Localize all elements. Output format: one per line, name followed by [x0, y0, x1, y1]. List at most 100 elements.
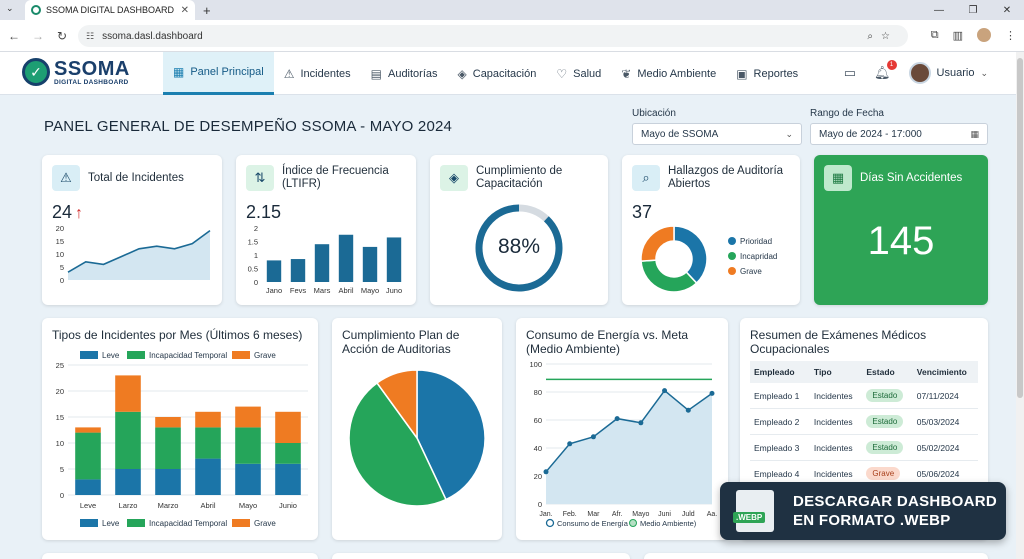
- user-avatar[interactable]: [908, 62, 931, 84]
- clipboard-icon: ▤: [370, 66, 382, 81]
- x-tick-label: Afr.: [612, 511, 623, 518]
- calendar-icon: ▦: [824, 165, 852, 191]
- data-point: [638, 420, 644, 426]
- bar: [338, 234, 354, 282]
- legend-label: Grave: [254, 519, 276, 528]
- browser-tab-bar: ⌄ SSOMA DIGITAL DASHBOARD ✕ + — ❐ ✕: [0, 0, 1024, 20]
- profile-avatar[interactable]: [977, 28, 991, 42]
- location-select[interactable]: Mayo de SSOMA ⌄: [632, 123, 802, 145]
- legend-swatch: [545, 518, 555, 528]
- nav-salud[interactable]: ♡ Salud: [546, 52, 611, 95]
- nav-reportes[interactable]: ▣ Reportes: [726, 52, 808, 95]
- bar-segment: [275, 443, 301, 464]
- legend-label: Leve: [102, 351, 120, 360]
- kpi-ltifr-card[interactable]: ⇅ Índice de Frecuencia (LTIFR) 2.15 0 0.5 1…: [236, 155, 416, 305]
- bar-segment: [195, 458, 221, 495]
- tab-list-icon[interactable]: ⌄: [6, 3, 14, 13]
- sidepanel-icon[interactable]: ▥: [952, 29, 963, 42]
- y-tick-label: 40: [534, 444, 542, 453]
- graduation-cap-icon: ◈: [457, 66, 467, 81]
- close-window-icon[interactable]: ✕: [1002, 4, 1012, 16]
- chat-icon[interactable]: ▭: [843, 65, 857, 80]
- legend-label: Incapridad: [740, 252, 777, 261]
- y-tick-label: 20: [56, 387, 64, 396]
- nav-capacitacion[interactable]: ◈ Capacitación: [448, 52, 547, 95]
- scrollbar[interactable]: [1016, 52, 1024, 559]
- kpi-value: 37: [632, 202, 653, 222]
- data-point: [543, 469, 549, 475]
- y-tick-label: 20: [534, 472, 542, 481]
- warning-icon: ⚠: [52, 165, 80, 191]
- card-title: Cumplimiento Plan de Acción de Auditoria…: [342, 328, 460, 356]
- new-tab-icon[interactable]: +: [203, 2, 211, 18]
- page-title: PANEL GENERAL DE DESEMPEÑO SSOMA - MAYO …: [44, 118, 453, 135]
- data-point: [685, 407, 691, 413]
- x-tick-label: Larzo: [119, 501, 138, 510]
- site-info-icon[interactable]: ☷: [86, 30, 95, 41]
- forward-icon[interactable]: →: [32, 28, 44, 43]
- url-field[interactable]: ☷ ssoma.dasl.dashboard ⌕☆: [78, 25, 908, 47]
- maximize-icon[interactable]: ❐: [968, 4, 978, 16]
- table-row[interactable]: Empleado 1 Incidentes Estado 07/11/2024: [750, 383, 978, 409]
- date-select[interactable]: Mayo de 2024 - 17:000 ▦: [810, 123, 988, 145]
- chevron-down-icon[interactable]: ⌄: [980, 67, 988, 78]
- audit-plan-card: Cumplimiento Plan de Acción de Auditoria…: [332, 318, 502, 540]
- user-name[interactable]: Usuario: [936, 67, 975, 79]
- y-tick-label: 5: [60, 465, 64, 474]
- legend-swatch: [232, 351, 250, 359]
- bar: [386, 237, 402, 282]
- x-tick-label: Mars: [314, 286, 331, 295]
- date-filter: Rango de Fecha Mayo de 2024 - 17:000 ▦: [810, 108, 988, 145]
- location-label: Ubicación: [632, 108, 676, 119]
- pie-slice: [640, 225, 675, 262]
- table-row[interactable]: Empleado 3 Incidentes Estado 05/02/2024: [750, 434, 978, 461]
- nav-label: Incidentes: [300, 67, 351, 80]
- kpi-days-card[interactable]: ▦ Días Sin Accidentes 145: [814, 155, 988, 305]
- close-tab-icon[interactable]: ✕: [180, 4, 189, 16]
- kpi-training-card[interactable]: ◈ Cumplimiento de Capacitación 88%: [430, 155, 608, 305]
- menu-kebab-icon[interactable]: ⋮: [1005, 29, 1016, 42]
- download-webp-button[interactable]: .WEBP DESCARGAR DASHBOARD EN FORMATO .WEB…: [720, 482, 1006, 540]
- extensions-icon[interactable]: ⧉: [930, 28, 939, 41]
- medical-table: Empleado Tipo Estado Vencimiento Emplead…: [750, 361, 978, 487]
- nav-panel-principal[interactable]: ▦ Panel Principal: [163, 52, 274, 95]
- legend-label: Grave: [254, 351, 276, 360]
- legend-label: Consumo de Energía: [557, 519, 629, 528]
- cell-venc: 05/02/2024: [912, 434, 978, 461]
- logo[interactable]: ✓ SSOMA DIGITAL DASHBOARD: [22, 58, 130, 86]
- window-controls: — ❐ ✕: [922, 0, 1024, 20]
- shield-check-icon: ✓: [22, 58, 50, 86]
- zoom-star-icons[interactable]: ⌕☆: [867, 30, 898, 42]
- nav-incidentes[interactable]: ⚠ Incidentes: [274, 52, 361, 95]
- browser-tab[interactable]: SSOMA DIGITAL DASHBOARD ✕: [25, 0, 195, 20]
- y-tick-label: 10: [56, 250, 64, 259]
- nav-auditorias[interactable]: ▤ Auditorías: [361, 52, 448, 95]
- back-icon[interactable]: ←: [8, 28, 20, 43]
- legend-label: Incapacidad Temporal: [149, 519, 227, 528]
- y-tick-label: 0: [60, 491, 64, 500]
- kpi-audit-card[interactable]: ⌕ Hallazgos de Auditoría Abiertos 37 Prio…: [622, 155, 800, 305]
- heart-pulse-icon: ♡: [556, 66, 568, 81]
- notification-badge: 1: [886, 60, 897, 70]
- nav-medio-ambiente[interactable]: ❦ Medio Ambiente: [611, 52, 726, 95]
- status-badge: Estado: [866, 389, 904, 402]
- audit-plan-pie: [348, 369, 486, 507]
- x-tick-label: Mar: [587, 511, 600, 518]
- reload-icon[interactable]: ↻: [56, 28, 68, 43]
- data-point: [590, 434, 596, 440]
- cell-venc: 05/03/2024: [912, 408, 978, 435]
- data-point: [614, 416, 620, 422]
- table-row[interactable]: Empleado 2 Incidentes Estado 05/03/2024: [750, 408, 978, 435]
- bell-icon[interactable]: 🔔︎ 1: [874, 60, 897, 81]
- bar-segment: [115, 469, 141, 495]
- incident-types-chart: 0 5 10 15 20 25 Leve Larzo Marzo Abril Mayo Junio Le…: [56, 351, 308, 528]
- x-tick-label: Junio: [279, 501, 297, 510]
- energy-line: [545, 389, 713, 473]
- scrollbar-thumb[interactable]: [1017, 58, 1023, 398]
- logo-sub: DIGITAL DASHBOARD: [54, 78, 129, 86]
- bar: [362, 246, 378, 282]
- kpi-incidents-card[interactable]: ⚠ Total de Incidentes 24 ↑ 0 5 10 15 20: [42, 155, 222, 305]
- status-badge: Estado: [866, 415, 904, 428]
- bar-segment: [235, 406, 261, 428]
- minimize-icon[interactable]: —: [934, 4, 944, 16]
